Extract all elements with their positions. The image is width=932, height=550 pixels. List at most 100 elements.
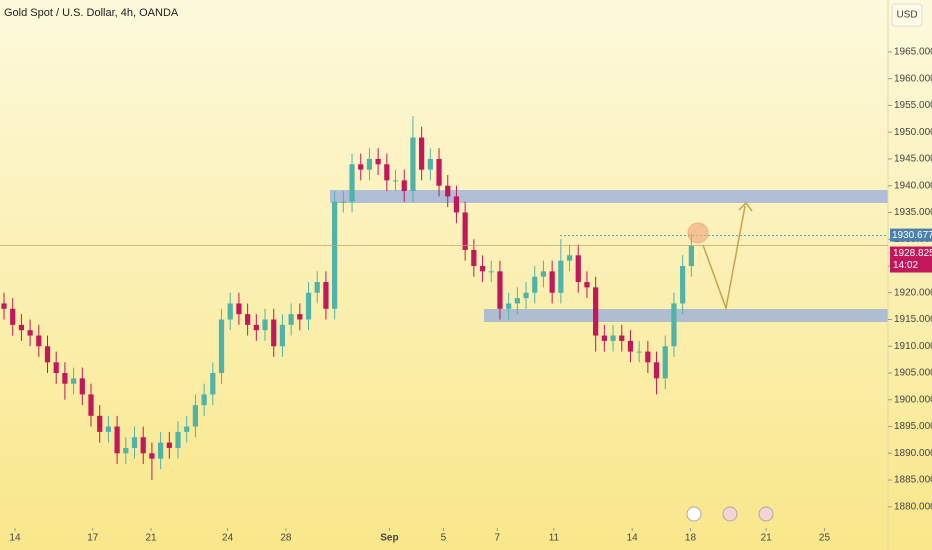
y-tick-label: 1920.000 <box>894 287 932 298</box>
candle-body <box>323 282 329 309</box>
candle-body <box>558 260 564 293</box>
y-tick-label: 1945.000 <box>894 154 932 165</box>
candle-body <box>114 426 120 454</box>
candle-body <box>201 394 207 406</box>
countdown-label: 14:02 <box>893 260 918 271</box>
x-tick-label: 17 <box>87 533 99 544</box>
x-tick-label: 7 <box>495 533 501 544</box>
marker-price-badge <box>890 228 932 242</box>
candle-body <box>158 442 164 459</box>
candle-body <box>680 265 686 304</box>
candle-body <box>105 426 112 432</box>
candle-body <box>245 314 251 325</box>
candle-body <box>332 201 338 309</box>
y-tick-label: 1880.000 <box>894 501 932 512</box>
event-icon[interactable] <box>758 506 774 522</box>
projection-arrow <box>702 205 746 311</box>
candle-body <box>262 319 268 331</box>
candle-body <box>593 287 599 336</box>
candle-body <box>453 196 460 213</box>
candle-body <box>436 158 442 186</box>
event-icon[interactable] <box>722 506 738 522</box>
candle-body <box>523 292 529 299</box>
y-tick-label: 1885.000 <box>894 475 932 486</box>
highlight-circle <box>687 222 709 244</box>
candle-body <box>44 346 51 363</box>
support-zone <box>484 309 888 322</box>
candle-body <box>97 415 103 432</box>
candle-body <box>401 180 407 192</box>
y-tick-label: 1940.000 <box>894 180 932 191</box>
candle-body <box>462 212 468 250</box>
candle-body <box>227 303 233 320</box>
candle-body <box>88 394 94 416</box>
currency-button[interactable] <box>891 3 923 27</box>
x-tick-label: 5 <box>441 533 447 544</box>
candle-body <box>471 249 477 266</box>
candle-body <box>610 335 616 341</box>
candle-body <box>175 431 181 448</box>
candle-body <box>532 276 538 293</box>
candle-body <box>653 362 660 379</box>
y-tick-label: 1960.000 <box>894 73 932 84</box>
candle-body <box>540 271 547 277</box>
candle-body <box>645 351 651 363</box>
y-tick-label: 1955.000 <box>894 100 932 111</box>
y-tick-label: 1895.000 <box>894 421 932 432</box>
candle-body <box>506 303 512 309</box>
x-tick-label: 28 <box>280 533 292 544</box>
candle-body <box>410 137 416 192</box>
candle-body <box>305 292 312 320</box>
resistance-zone <box>330 190 888 203</box>
candle-body <box>253 324 259 331</box>
candle-body <box>271 319 277 347</box>
candle-body <box>366 158 373 170</box>
candle-body <box>192 405 199 427</box>
arrow-head <box>738 201 753 212</box>
x-tick-label: 14 <box>627 533 639 544</box>
candle-body <box>36 335 42 347</box>
candle-body <box>688 245 694 266</box>
candle-body <box>184 426 190 432</box>
y-tick-label: 1890.000 <box>894 448 932 459</box>
candle-body <box>384 164 390 181</box>
candle-body <box>218 319 225 374</box>
candle-body <box>584 282 590 288</box>
y-tick-label: 1965.000 <box>894 47 932 58</box>
x-tick-label: 14 <box>9 533 21 544</box>
y-tick-label: 1950.000 <box>894 127 932 138</box>
candle-body <box>671 303 677 347</box>
event-icon[interactable] <box>686 506 702 522</box>
candle-body <box>210 373 216 395</box>
candle-body <box>349 164 355 202</box>
candle-body <box>18 324 25 331</box>
candle-body <box>1 303 7 309</box>
candle-body <box>288 314 294 325</box>
current-price-badge <box>890 246 932 273</box>
candle-body <box>123 447 129 454</box>
candle-body <box>358 164 364 170</box>
candle-body <box>479 265 486 272</box>
candle-body <box>549 271 555 293</box>
x-tick-label: 18 <box>685 533 697 544</box>
candle-body <box>566 255 573 261</box>
candle-body <box>662 346 668 379</box>
y-tick-label: 1900.000 <box>894 394 932 405</box>
currency-label: USD <box>896 10 917 21</box>
candle-body <box>488 271 494 273</box>
y-tick-label: 1935.000 <box>894 207 932 218</box>
candle-body <box>27 330 33 336</box>
candle-body <box>10 308 16 325</box>
x-tick-label: 24 <box>222 533 234 544</box>
candle-body <box>131 437 138 448</box>
candle-body <box>575 255 581 283</box>
candle-body <box>70 378 77 384</box>
candle-body <box>601 335 607 341</box>
candle-body <box>375 158 381 165</box>
candle-body <box>279 324 286 347</box>
x-tick-label: 21 <box>761 533 773 544</box>
